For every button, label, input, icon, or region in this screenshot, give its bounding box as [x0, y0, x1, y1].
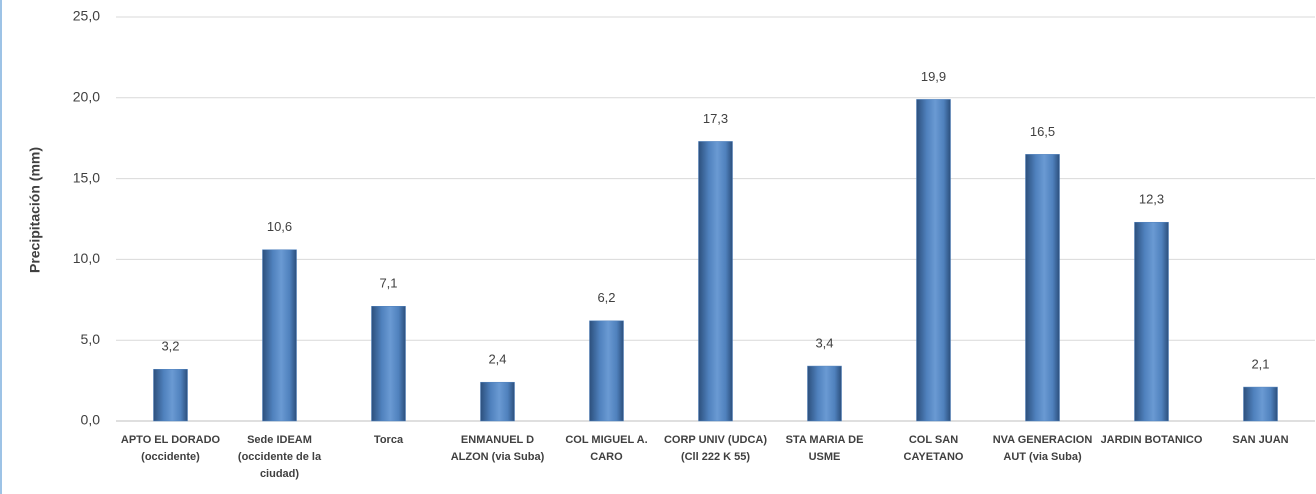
x-tick-label-box: STA MARIA DE USME [785, 434, 864, 463]
x-tick-label-box: COL MIGUEL A. CARO [565, 434, 648, 463]
bar [589, 320, 624, 422]
x-tick-label-box: Torca [373, 434, 404, 446]
value-label: 16,5 [1030, 124, 1055, 139]
bar [371, 306, 406, 422]
value-label: 3,2 [161, 339, 179, 354]
bar [807, 365, 842, 422]
x-tick-label: NVA GENERACION AUT (via Suba) [992, 434, 1093, 463]
x-tick-label-box: APTO EL DORADO (occidente) [120, 434, 221, 463]
y-tick-label: 20,0 [73, 89, 100, 105]
x-tick-label-box: COL SAN CAYETANO [903, 434, 964, 463]
value-label: 17,3 [703, 111, 728, 126]
x-tick-label: CORP UNIV (UDCA) (Cll 222 K 55) [663, 434, 768, 463]
x-tick-label: STA MARIA DE USME [785, 434, 864, 463]
x-tick-label-box: Sede IDEAM (occidente de la ciudad) [237, 434, 322, 480]
x-tick-label-box: ENMANUEL D ALZON (via Suba) [450, 434, 545, 463]
x-tick-label: APTO EL DORADO (occidente) [120, 434, 221, 463]
x-tick-label-box: SAN JUAN [1232, 434, 1289, 446]
x-tick-label-box: CORP UNIV (UDCA) (Cll 222 K 55) [663, 434, 768, 463]
bar [916, 99, 951, 422]
value-label: 12,3 [1139, 192, 1164, 207]
bar [698, 141, 733, 422]
y-tick-label: 25,0 [73, 8, 100, 24]
bar [262, 249, 297, 422]
value-label: 2,1 [1251, 357, 1269, 372]
bar [1243, 386, 1278, 422]
y-tick-label: 0,0 [81, 412, 101, 428]
x-tick-label-box: NVA GENERACION AUT (via Suba) [992, 434, 1093, 463]
x-tick-label: SAN JUAN [1232, 434, 1289, 446]
value-label: 2,4 [488, 352, 506, 367]
x-tick-label-box: JARDIN BOTANICO [1100, 434, 1203, 446]
value-label: 10,6 [267, 219, 292, 234]
y-tick-label: 15,0 [73, 169, 100, 185]
y-axis-label: Precipitación (mm) [27, 147, 43, 273]
value-label: 6,2 [597, 290, 615, 305]
x-tick-label: COL SAN CAYETANO [903, 434, 964, 463]
x-tick-label: COL MIGUEL A. CARO [565, 434, 648, 463]
value-label: 19,9 [921, 69, 946, 84]
bar [480, 381, 515, 422]
x-tick-label: Torca [373, 434, 404, 446]
value-label: 7,1 [379, 276, 397, 291]
bar [1134, 221, 1169, 422]
x-tick-label: ENMANUEL D ALZON (via Suba) [450, 434, 545, 463]
value-label: 3,4 [815, 335, 833, 350]
bar [1025, 154, 1060, 422]
x-tick-label: JARDIN BOTANICO [1100, 434, 1203, 446]
y-tick-label: 10,0 [73, 250, 100, 266]
x-tick-label: Sede IDEAM (occidente de la ciudad) [237, 434, 322, 480]
bar [153, 369, 188, 422]
y-tick-label: 5,0 [81, 331, 101, 347]
